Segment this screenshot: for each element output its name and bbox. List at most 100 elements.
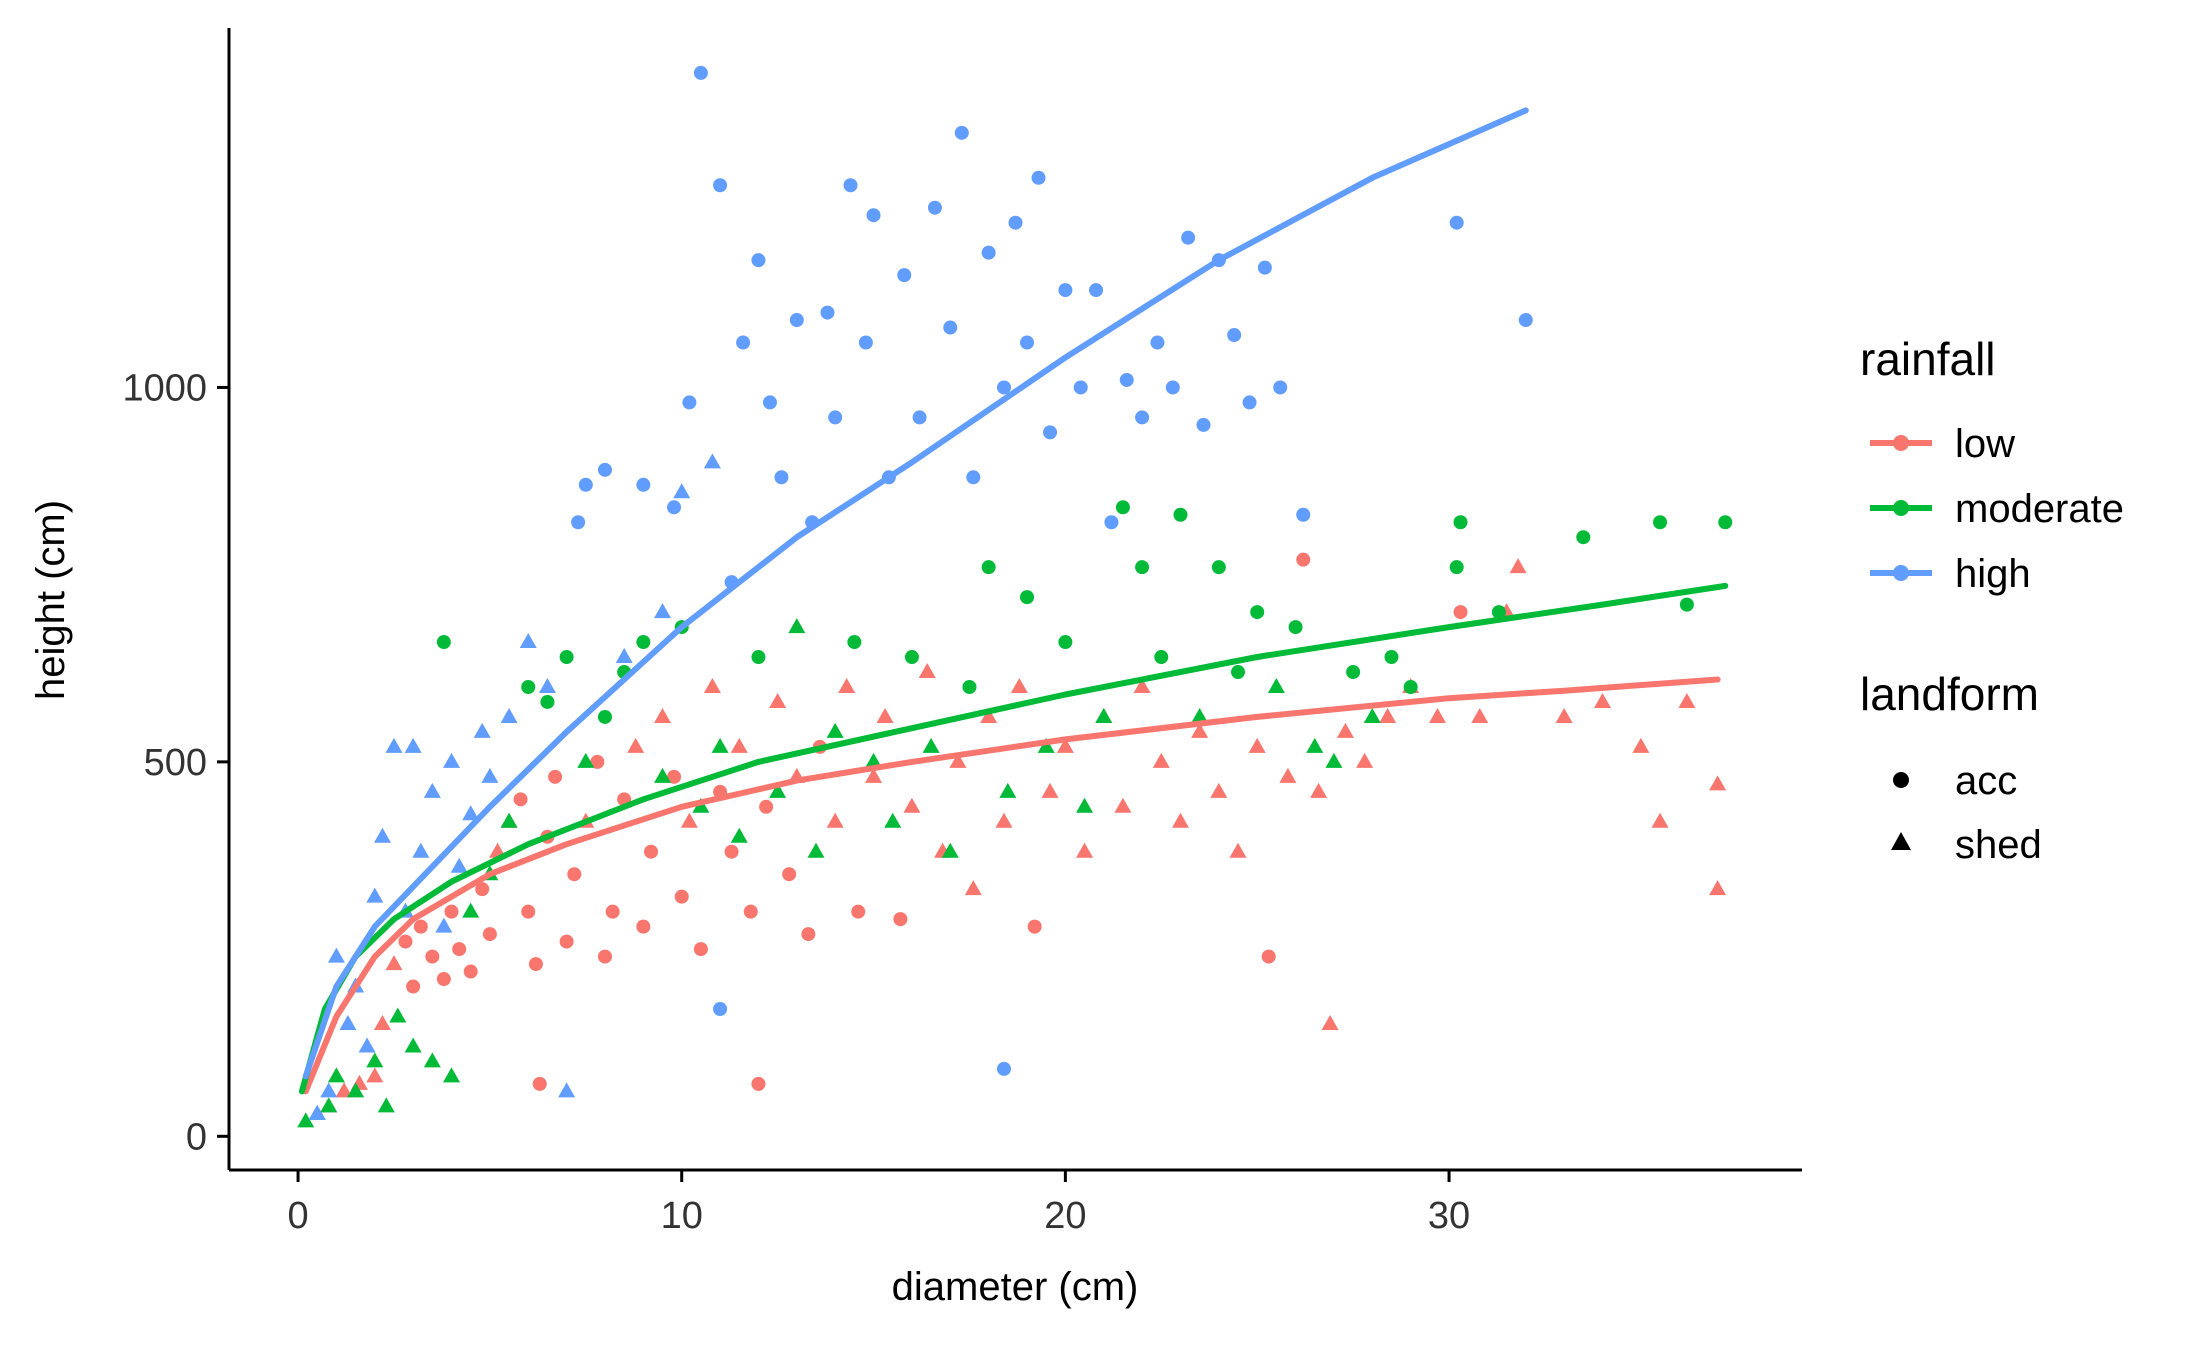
point-low-28	[597, 949, 612, 964]
x-tick-label-0: 0	[287, 1195, 308, 1237]
point-low-4	[373, 1014, 391, 1030]
point-low-41	[724, 844, 739, 859]
point-low-92	[1555, 707, 1573, 723]
point-high-27	[636, 477, 651, 492]
legend-title-rainfall: rainfall	[1860, 333, 1996, 385]
point-moderate-6	[377, 1097, 395, 1113]
point-high-46	[866, 208, 881, 223]
point-high-18	[481, 767, 499, 783]
point-low-94	[1632, 737, 1650, 753]
point-low-87	[1429, 707, 1447, 723]
point-moderate-47	[1135, 560, 1150, 575]
point-high-76	[996, 1061, 1011, 1076]
point-high-64	[1119, 372, 1134, 387]
point-moderate-37	[941, 842, 959, 858]
point-high-10	[404, 737, 422, 753]
point-high-23	[571, 515, 586, 530]
point-high-45	[858, 335, 873, 350]
point-high-52	[954, 125, 969, 140]
point-moderate-46	[1115, 500, 1130, 515]
point-moderate-31	[826, 722, 844, 738]
trend-line-high	[302, 107, 1529, 1080]
x-tick-label-30: 30	[1428, 1195, 1470, 1237]
point-high-72	[1242, 395, 1257, 410]
legend-key-moderate-point	[1893, 500, 1909, 516]
point-moderate-45	[1095, 707, 1113, 723]
point-moderate-7	[389, 1007, 407, 1023]
point-moderate-34	[884, 812, 902, 828]
point-moderate-17	[559, 650, 574, 665]
point-moderate-48	[1154, 650, 1169, 665]
legend-label-acc: acc	[1955, 759, 2017, 803]
point-high-39	[774, 470, 789, 485]
point-low-98	[1709, 880, 1727, 896]
point-moderate-33	[865, 752, 883, 768]
trend-line-low	[302, 676, 1721, 1095]
point-low-51	[826, 812, 844, 828]
point-moderate-29	[788, 618, 806, 634]
point-high-26	[615, 648, 633, 664]
point-low-71	[1133, 677, 1151, 693]
point-high-40	[789, 313, 804, 328]
point-low-74	[1191, 722, 1209, 738]
point-high-44	[843, 178, 858, 193]
point-low-39	[703, 677, 721, 693]
point-low-5	[385, 955, 403, 971]
point-high-49	[912, 410, 927, 425]
y-axis-ticks: 0 500 1000	[122, 367, 229, 1158]
point-moderate-54	[1267, 677, 1285, 693]
point-low-52	[838, 677, 856, 693]
point-low-12	[452, 942, 467, 957]
point-low-43	[743, 904, 758, 919]
point-high-6	[366, 887, 384, 903]
point-moderate-8	[404, 1037, 422, 1053]
point-high-11	[412, 842, 430, 858]
point-low-95	[1651, 812, 1669, 828]
point-moderate-53	[1250, 605, 1265, 620]
point-low-78	[1261, 949, 1276, 964]
point-low-8	[413, 919, 428, 934]
point-moderate-41	[1020, 590, 1035, 605]
point-moderate-18	[577, 752, 595, 768]
point-moderate-3	[327, 1067, 345, 1083]
point-moderate-43	[1058, 635, 1073, 650]
point-low-27	[590, 754, 605, 769]
point-low-47	[782, 867, 797, 882]
x-tick-label-20: 20	[1044, 1195, 1086, 1237]
point-high-54	[981, 245, 996, 260]
point-high-62	[1089, 283, 1104, 298]
point-high-17	[473, 722, 491, 738]
point-high-8	[385, 737, 403, 753]
point-low-24	[559, 934, 574, 949]
point-high-21	[538, 677, 556, 693]
point-high-73	[1257, 260, 1272, 275]
point-low-53	[851, 904, 866, 919]
point-high-55	[996, 380, 1011, 395]
point-low-84	[1356, 752, 1374, 768]
point-moderate-58	[1346, 665, 1361, 680]
point-moderate-4	[347, 1082, 365, 1098]
point-low-85	[1379, 707, 1397, 723]
legend-key-shed-triangle	[1891, 832, 1911, 850]
point-high-32	[693, 65, 708, 80]
point-high-13	[435, 917, 453, 933]
point-moderate-61	[1403, 679, 1418, 694]
point-moderate-56	[1306, 737, 1324, 753]
point-low-15	[482, 927, 497, 942]
point-low-75	[1210, 782, 1228, 798]
point-low-80	[1296, 552, 1311, 567]
legend-item-acc: acc	[1893, 759, 2017, 803]
point-low-32	[636, 919, 651, 934]
point-high-79	[1518, 313, 1533, 328]
point-high-29	[667, 500, 682, 515]
point-low-56	[893, 912, 908, 927]
point-low-81	[1310, 782, 1328, 798]
point-moderate-26	[730, 827, 748, 843]
point-high-31	[682, 395, 697, 410]
point-low-33	[644, 844, 659, 859]
point-low-96	[1678, 692, 1696, 708]
point-high-66	[1150, 335, 1165, 350]
point-low-88	[1453, 605, 1468, 620]
point-low-20	[528, 957, 543, 972]
point-moderate-9	[423, 1052, 441, 1068]
